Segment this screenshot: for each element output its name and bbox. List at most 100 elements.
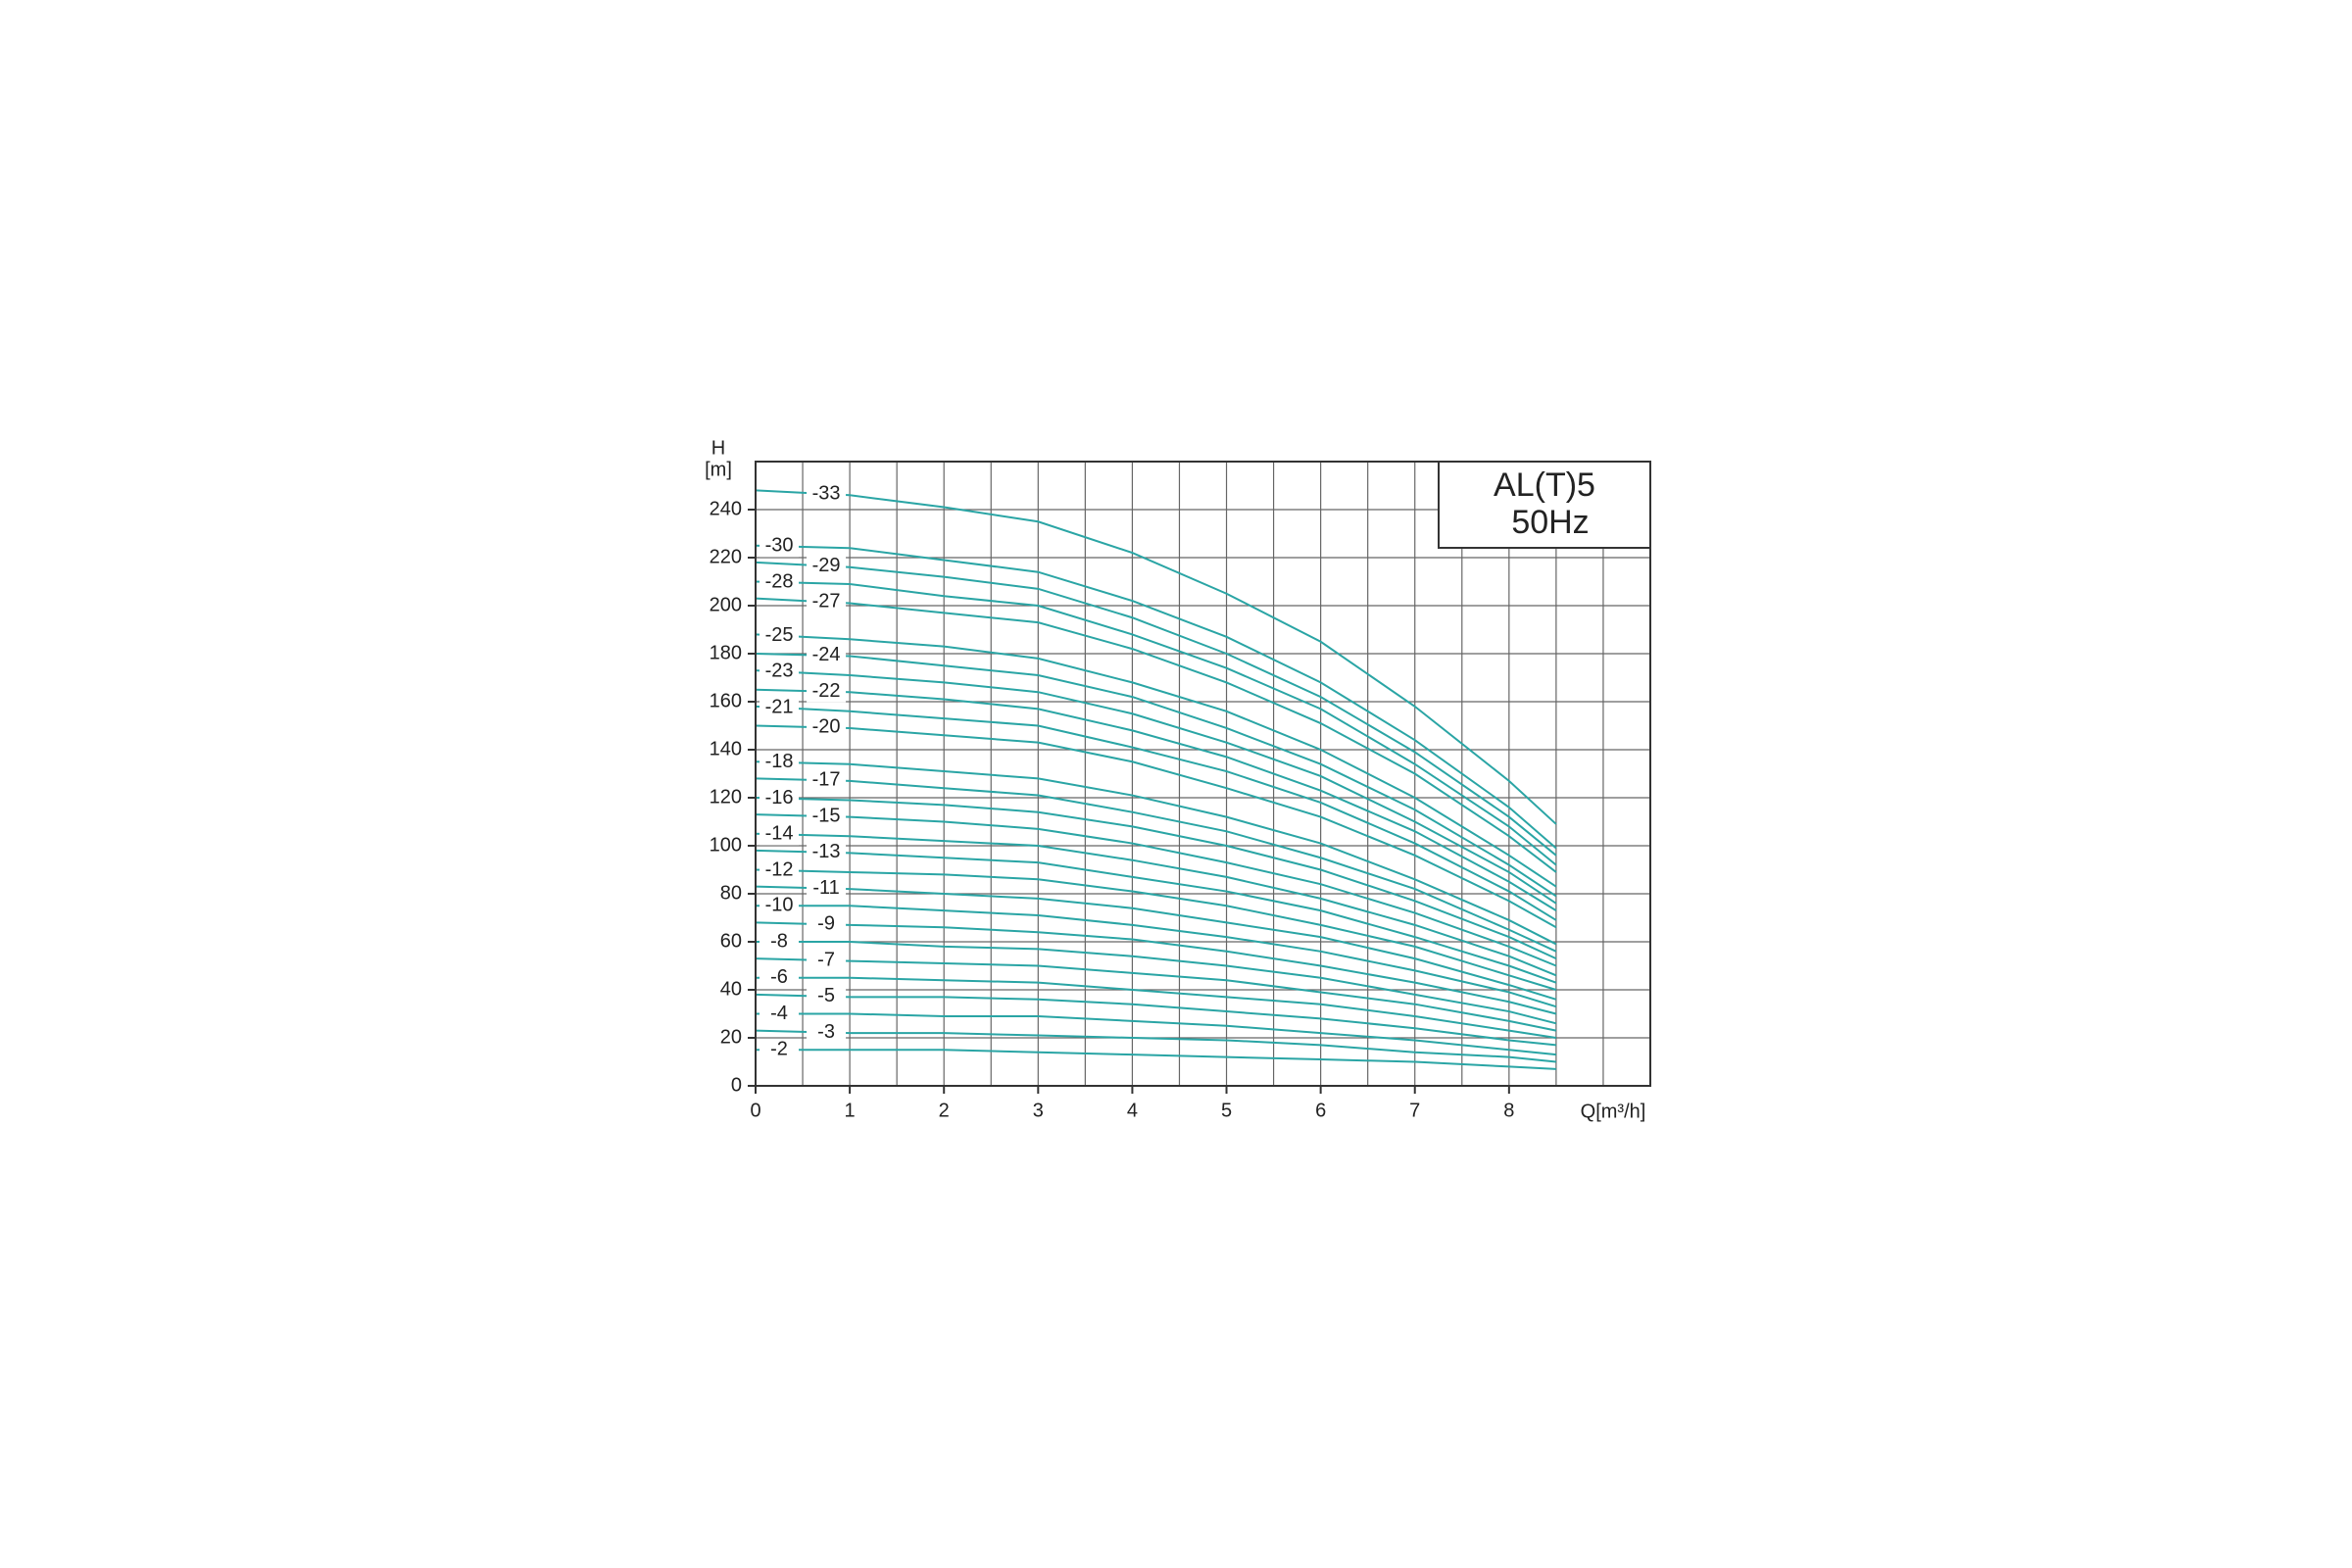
curve-label: -22 <box>812 680 841 702</box>
curve-label-bg <box>807 877 847 900</box>
curve-label: -23 <box>765 661 794 682</box>
curve <box>755 921 1557 1015</box>
curve-label-bg <box>807 555 847 577</box>
curve-label: -17 <box>812 769 841 791</box>
curve-label-bg <box>807 483 847 506</box>
curve-label: -15 <box>812 805 841 826</box>
ticks: 0 20 40 60 80 100 120 140 160 180 200 220 240 0 1 2 3 4 5 6… <box>710 498 1515 1121</box>
curve <box>755 849 1557 984</box>
curve-label: -25 <box>765 624 794 646</box>
curve-label: -6 <box>770 966 788 988</box>
curve-label: -30 <box>765 535 794 557</box>
curve-label: -12 <box>765 858 794 880</box>
curve-label: -29 <box>812 555 841 576</box>
curve-label-bg <box>807 1021 847 1044</box>
y-tick-label: 180 <box>710 642 742 663</box>
curve-label-bg <box>807 644 847 666</box>
curve-label-bg <box>807 716 847 739</box>
x-tick-label: 7 <box>1409 1100 1420 1121</box>
curve-label-bg <box>760 535 800 558</box>
curves <box>755 489 1557 1070</box>
curve <box>756 1049 1556 1070</box>
y-tick-label: 220 <box>710 546 742 567</box>
y-tick-label: 140 <box>710 738 742 760</box>
y-tick-label: 20 <box>720 1026 742 1048</box>
curve <box>755 489 1557 825</box>
curve-label-bg <box>760 859 800 882</box>
x-tick-label: 4 <box>1127 1100 1138 1121</box>
curve-label-bg <box>760 895 800 917</box>
y-tick-label: 240 <box>710 498 742 519</box>
curve-label: -4 <box>770 1003 788 1024</box>
curve-label: -14 <box>765 823 794 845</box>
curve-label-bg <box>807 769 847 792</box>
curve <box>755 705 1557 921</box>
curve-label: -33 <box>812 482 841 504</box>
curve-label: -8 <box>770 930 788 952</box>
title-box <box>1438 461 1651 549</box>
curve-label: -21 <box>765 696 794 717</box>
curve <box>755 885 1557 1001</box>
y-tick-label: 200 <box>710 594 742 615</box>
curve <box>756 976 1557 1039</box>
curve-label-bg <box>807 985 847 1007</box>
curve <box>755 797 1557 960</box>
x-tick-label: 3 <box>1033 1100 1044 1121</box>
curve <box>755 868 1557 991</box>
curve <box>755 832 1557 977</box>
curve-label-bg <box>807 680 847 703</box>
curve <box>755 580 1557 866</box>
curve-label: -13 <box>812 841 841 862</box>
y-tick-label: 100 <box>710 834 742 856</box>
curve <box>755 561 1557 857</box>
curve-label: -3 <box>817 1021 835 1043</box>
y-axis-label: H <box>711 437 725 459</box>
curve-label: -5 <box>817 985 835 1006</box>
x-tick-label: 0 <box>750 1100 760 1121</box>
x-tick-label: 1 <box>845 1100 856 1121</box>
curve <box>755 633 1557 888</box>
curve-label-bg <box>760 571 800 594</box>
curve <box>755 544 1557 850</box>
curve <box>755 777 1557 953</box>
curve <box>755 760 1557 946</box>
curve-label: -20 <box>812 716 841 738</box>
x-tick-label: 5 <box>1221 1100 1232 1121</box>
curve <box>755 1029 1556 1063</box>
curve-label-bg <box>760 787 800 809</box>
curve <box>756 1012 1556 1056</box>
curve <box>755 724 1557 929</box>
curve-label-bg <box>760 624 800 647</box>
annotation: 50Hz <box>1511 504 1589 541</box>
curve-label: -27 <box>812 591 841 612</box>
curve-label-bg <box>807 949 847 971</box>
curve-label-bg <box>760 966 800 989</box>
curve-label: -18 <box>765 751 794 772</box>
curve <box>755 597 1557 873</box>
curve-label-bg <box>760 1039 800 1061</box>
y-tick-label: 40 <box>720 978 742 1000</box>
curve-label-bg <box>807 591 847 613</box>
curve-label-bg <box>760 661 800 683</box>
curve-label-bg <box>760 823 800 846</box>
curve <box>755 669 1557 905</box>
curve-label-bg <box>760 931 800 953</box>
x-tick-label: 6 <box>1315 1100 1326 1121</box>
x-axis-label: Q[m³/h] <box>1581 1101 1646 1122</box>
curve <box>756 905 1557 1008</box>
curve-label-bg <box>807 913 847 936</box>
curve-label-bg <box>760 697 800 719</box>
curve <box>755 957 1557 1032</box>
x-tick-label: 2 <box>939 1100 950 1121</box>
y-tick-label: 60 <box>720 930 742 952</box>
curve-label: -11 <box>812 877 839 899</box>
curve-label-bg <box>760 1003 800 1025</box>
curve-label-bg <box>807 805 847 827</box>
annotation: AL(T)5 <box>1494 466 1595 504</box>
curve <box>755 993 1556 1047</box>
curve-label-bg <box>807 841 847 863</box>
curve <box>756 941 1557 1025</box>
y-axis-unit: [m] <box>705 459 732 480</box>
